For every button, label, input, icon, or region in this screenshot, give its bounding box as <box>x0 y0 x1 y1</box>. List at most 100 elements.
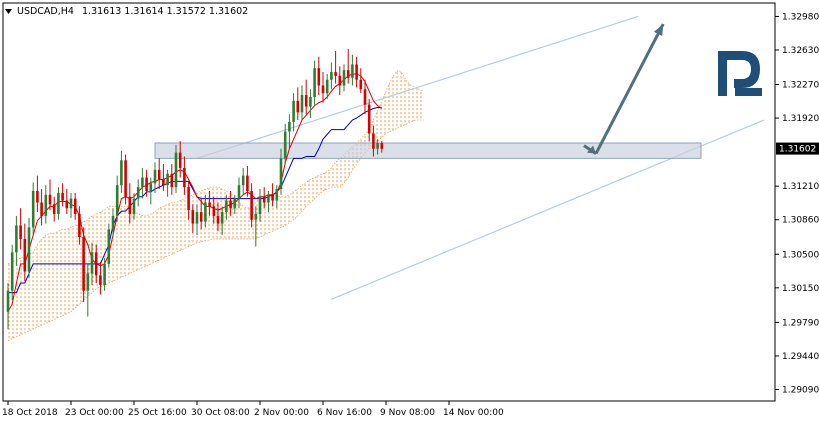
candle <box>342 64 346 92</box>
candle-body <box>321 85 325 94</box>
channel-line-upper <box>196 15 639 159</box>
candle-body <box>241 175 245 186</box>
senkou-span-b <box>7 119 424 341</box>
candle-body <box>288 121 291 132</box>
x-tick-label: 18 Oct 2018 <box>2 408 58 418</box>
candle-body <box>170 173 174 188</box>
candle <box>99 261 102 295</box>
candle <box>36 175 39 213</box>
candle-body <box>153 169 157 184</box>
candle-body <box>296 100 300 113</box>
candle-body <box>229 200 232 209</box>
candle-body <box>367 104 371 134</box>
candle-body <box>304 95 308 107</box>
x-tick-label: 25 Oct 16:00 <box>128 408 187 418</box>
candle-body <box>267 194 270 203</box>
candle-body <box>212 206 216 216</box>
candle-body <box>220 212 224 224</box>
candle <box>267 190 270 213</box>
candle <box>61 183 64 207</box>
candle <box>78 206 81 245</box>
logo <box>718 51 762 96</box>
candle <box>111 208 115 238</box>
y-tick-label: 1.32630 <box>782 46 819 56</box>
candle-body <box>204 202 207 222</box>
candle-body <box>65 200 69 209</box>
y-tick-label: 1.30860 <box>782 216 819 226</box>
candle <box>15 215 18 266</box>
candle <box>48 179 52 211</box>
candle <box>27 217 31 279</box>
candle <box>300 85 304 121</box>
candle <box>44 185 48 224</box>
candle <box>304 79 308 115</box>
candle <box>279 148 283 195</box>
candle-body <box>338 75 342 86</box>
triangle-down-icon[interactable] <box>5 9 12 14</box>
candle-body <box>199 212 203 222</box>
candle <box>317 56 321 96</box>
x-tick-label: 14 Nov 00:00 <box>443 408 504 418</box>
candle <box>124 154 127 205</box>
candle-body <box>309 96 312 107</box>
y-tick-label: 1.30500 <box>782 250 819 260</box>
chart-header: USDCAD,H4 1.31613 1.31614 1.31572 1.3160… <box>5 6 248 17</box>
candle-body <box>166 173 169 186</box>
candle-body <box>174 152 178 188</box>
candle <box>128 183 132 224</box>
candle-body <box>262 196 266 203</box>
candle-body <box>115 185 119 216</box>
candle <box>103 258 106 291</box>
candle <box>367 98 371 142</box>
candle-body <box>233 198 237 209</box>
candle <box>330 62 333 90</box>
plot-frame <box>2 2 776 402</box>
candle-body <box>313 68 316 97</box>
candle-body <box>149 183 153 191</box>
y-tick-label: 1.29790 <box>782 318 819 328</box>
candle-body <box>99 275 102 285</box>
candle <box>52 196 56 222</box>
candle <box>220 206 224 236</box>
candle-body <box>111 215 115 230</box>
candle-body <box>52 204 56 214</box>
candle <box>254 206 258 247</box>
candle-body <box>73 198 77 214</box>
candle <box>246 166 249 197</box>
candle-body <box>94 252 98 276</box>
candles <box>6 49 384 330</box>
y-tick-label: 1.30150 <box>782 284 819 294</box>
candle <box>229 190 232 216</box>
candle <box>325 73 329 99</box>
candle <box>296 87 300 121</box>
cloud-fill <box>8 70 424 341</box>
candle <box>225 194 228 220</box>
candle-body <box>128 196 132 214</box>
candle <box>338 66 342 96</box>
candle <box>65 189 69 214</box>
candle-body <box>246 175 249 191</box>
candle-body <box>15 225 18 253</box>
candle-body <box>283 131 287 159</box>
candle <box>216 202 220 232</box>
candle <box>380 141 384 153</box>
candle-body <box>57 192 60 214</box>
candle <box>346 49 350 84</box>
candle <box>153 162 157 193</box>
forecast-arrowhead-up <box>653 24 664 37</box>
candle-body <box>162 179 165 186</box>
candle <box>208 190 211 216</box>
candle-body <box>82 237 85 291</box>
candle-body <box>300 95 304 113</box>
candle-body <box>342 70 346 86</box>
candle-body <box>86 273 90 291</box>
ohlc-values: 1.31613 1.31614 1.31572 1.31602 <box>82 6 248 17</box>
candle <box>183 156 186 195</box>
candle <box>241 167 245 195</box>
candle <box>351 54 354 86</box>
candle <box>149 177 153 205</box>
support-zone-rect <box>154 142 702 159</box>
candle-body <box>157 169 161 180</box>
